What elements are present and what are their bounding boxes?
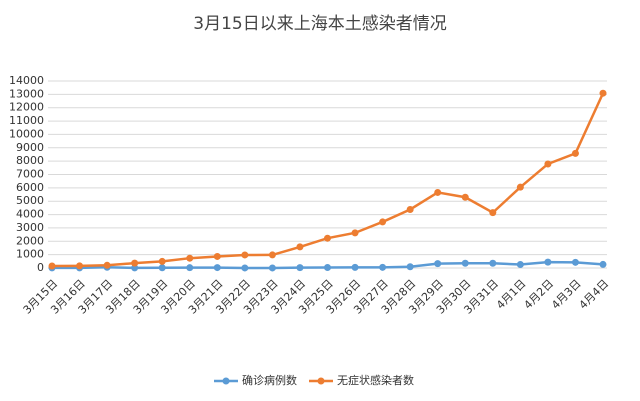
- y-tick-label: 7000: [16, 168, 44, 181]
- point: [379, 263, 387, 271]
- point: [158, 264, 166, 272]
- point: [516, 261, 524, 269]
- x-tick-label: 4月2日: [521, 277, 556, 312]
- point: [406, 263, 414, 271]
- point: [158, 257, 166, 265]
- point: [544, 258, 552, 266]
- point: [434, 260, 442, 268]
- point: [131, 259, 139, 267]
- point: [241, 251, 249, 259]
- point: [324, 234, 331, 242]
- y-tick-label: 6000: [16, 181, 44, 194]
- legend-label: 确诊病例数: [242, 373, 297, 387]
- y-tick-label: 11000: [9, 114, 44, 127]
- point: [351, 263, 359, 271]
- y-tick-label: 9000: [16, 141, 44, 154]
- y-tick-label: 14000: [9, 74, 44, 87]
- point: [213, 264, 221, 272]
- point: [76, 262, 84, 270]
- y-tick-label: 8000: [16, 154, 44, 167]
- point: [213, 252, 221, 260]
- x-tick-label: 4月3日: [549, 277, 584, 312]
- chart-title: 3月15日以来上海本土感染者情况: [193, 14, 446, 34]
- point: [379, 218, 387, 226]
- point: [406, 205, 414, 213]
- y-tick-label: 5000: [16, 194, 44, 207]
- point: [599, 260, 607, 268]
- point: [48, 262, 56, 270]
- y-tick-label: 1000: [16, 248, 44, 261]
- y-tick-label: 2000: [16, 234, 44, 247]
- y-tick-label: 12000: [9, 101, 44, 114]
- point: [296, 264, 304, 272]
- point: [268, 251, 276, 259]
- legend-label: 无症状感染者数: [337, 373, 414, 387]
- point: [296, 243, 304, 251]
- point: [461, 193, 469, 201]
- point: [571, 149, 579, 157]
- point: [434, 188, 442, 196]
- point: [351, 229, 359, 237]
- point: [599, 89, 607, 97]
- y-tick-label: 4000: [16, 208, 44, 221]
- y-tick-label: 10000: [9, 127, 44, 140]
- legend-marker: [317, 377, 325, 385]
- x-tick-label: 4月1日: [494, 277, 529, 312]
- x-tick-label: 4月4日: [577, 277, 612, 312]
- point: [268, 264, 276, 272]
- point: [324, 263, 331, 271]
- y-tick-label: 13000: [9, 87, 44, 100]
- y-tick-label: 3000: [16, 221, 44, 234]
- point: [489, 259, 497, 267]
- point: [461, 259, 469, 267]
- point: [241, 264, 249, 272]
- point: [186, 254, 194, 262]
- point: [544, 160, 552, 168]
- point: [131, 264, 139, 272]
- point: [186, 264, 194, 272]
- legend-marker: [222, 377, 230, 385]
- y-tick-label: 0: [37, 261, 44, 274]
- point: [516, 183, 524, 191]
- point: [571, 258, 579, 266]
- point: [103, 261, 111, 269]
- point: [489, 209, 497, 217]
